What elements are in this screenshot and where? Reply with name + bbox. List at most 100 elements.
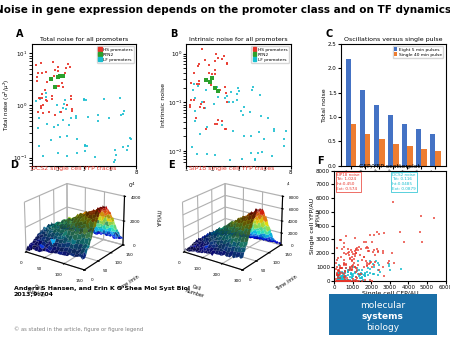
Point bbox=[368, 264, 375, 270]
Point bbox=[337, 278, 344, 283]
Point bbox=[190, 97, 198, 102]
X-axis label: Msn2 AUC: Msn2 AUC bbox=[68, 176, 99, 181]
Text: Anders S Hansen, and Erin K O’Shea Mol Syst Biol
2013;9:704: Anders S Hansen, and Erin K O’Shea Mol S… bbox=[14, 286, 189, 296]
Point bbox=[369, 278, 376, 283]
Point bbox=[335, 268, 342, 273]
Point bbox=[363, 258, 370, 264]
Point bbox=[194, 151, 201, 156]
Point bbox=[372, 260, 379, 265]
Point bbox=[57, 109, 64, 114]
Point bbox=[357, 271, 364, 277]
Point bbox=[338, 278, 345, 283]
Point bbox=[247, 109, 254, 115]
Point bbox=[334, 278, 342, 283]
Point bbox=[371, 252, 378, 258]
Point bbox=[345, 268, 352, 274]
Point bbox=[85, 115, 92, 120]
Point bbox=[346, 265, 354, 271]
Point bbox=[206, 63, 213, 68]
Point bbox=[43, 79, 50, 84]
Point bbox=[343, 276, 351, 281]
Point bbox=[351, 278, 358, 283]
Point bbox=[339, 266, 346, 271]
Point bbox=[345, 278, 352, 283]
Point bbox=[199, 47, 206, 52]
Text: © as stated in the article, figure or figure legend: © as stated in the article, figure or fi… bbox=[14, 326, 143, 332]
Point bbox=[373, 259, 380, 264]
Text: DCS2 noise
Tot: 0.116
Int:0.0485
Ext: 0.0879: DCS2 noise Tot: 0.116 Int:0.0485 Ext: 0.… bbox=[392, 173, 416, 191]
Point bbox=[223, 61, 230, 66]
Bar bbox=[379, 139, 384, 166]
Point bbox=[68, 107, 76, 112]
Point bbox=[364, 248, 372, 254]
Point bbox=[345, 250, 352, 256]
Point bbox=[50, 73, 58, 78]
Point bbox=[385, 262, 392, 267]
Point bbox=[127, 136, 134, 142]
Point bbox=[193, 81, 200, 86]
Point bbox=[35, 143, 42, 148]
Text: systems: systems bbox=[361, 312, 404, 321]
Point bbox=[65, 123, 72, 128]
Point bbox=[221, 84, 229, 89]
Point bbox=[364, 244, 371, 249]
Point bbox=[353, 274, 360, 280]
Point bbox=[211, 86, 218, 91]
Point bbox=[355, 278, 362, 283]
Point bbox=[339, 246, 346, 252]
Point bbox=[349, 264, 356, 269]
Point bbox=[363, 262, 370, 268]
Point bbox=[344, 269, 351, 274]
Point bbox=[39, 92, 46, 97]
Point bbox=[357, 246, 364, 251]
Point bbox=[356, 273, 363, 278]
Bar bbox=[346, 58, 351, 166]
X-axis label: Single cell CFP/AU: Single cell CFP/AU bbox=[361, 291, 418, 296]
Point bbox=[350, 278, 357, 283]
Point bbox=[223, 90, 230, 96]
Point bbox=[386, 259, 393, 264]
Point bbox=[380, 265, 387, 270]
Point bbox=[65, 62, 72, 67]
Point bbox=[335, 278, 342, 283]
Point bbox=[430, 215, 437, 220]
Point bbox=[219, 118, 226, 124]
Point bbox=[341, 278, 348, 283]
Point bbox=[374, 249, 382, 254]
Point bbox=[40, 111, 47, 116]
Point bbox=[192, 108, 199, 114]
Point bbox=[343, 278, 350, 283]
Point bbox=[187, 80, 194, 85]
Point bbox=[360, 255, 368, 260]
Point bbox=[354, 268, 361, 273]
Point bbox=[397, 229, 404, 234]
Point bbox=[380, 273, 387, 279]
Point bbox=[94, 118, 101, 124]
Point bbox=[42, 87, 49, 93]
Point bbox=[337, 277, 344, 283]
Point bbox=[339, 278, 346, 283]
Point bbox=[337, 265, 344, 271]
Point bbox=[358, 275, 365, 281]
Point bbox=[333, 278, 341, 283]
Point bbox=[375, 262, 382, 267]
Point bbox=[63, 66, 70, 71]
Point bbox=[350, 271, 357, 277]
Point bbox=[42, 91, 50, 96]
Point bbox=[48, 94, 55, 99]
Point bbox=[337, 263, 344, 269]
Point bbox=[106, 115, 113, 121]
Point bbox=[333, 276, 340, 282]
Point bbox=[348, 271, 355, 276]
Point bbox=[269, 153, 276, 158]
Point bbox=[112, 152, 119, 158]
Point bbox=[333, 257, 341, 262]
Point bbox=[333, 261, 340, 266]
Point bbox=[400, 239, 408, 245]
Y-axis label: Time /min: Time /min bbox=[274, 274, 298, 292]
Point bbox=[211, 153, 218, 158]
Point bbox=[356, 271, 363, 276]
Point bbox=[351, 278, 358, 283]
Point bbox=[366, 266, 373, 272]
Bar bbox=[388, 115, 393, 166]
